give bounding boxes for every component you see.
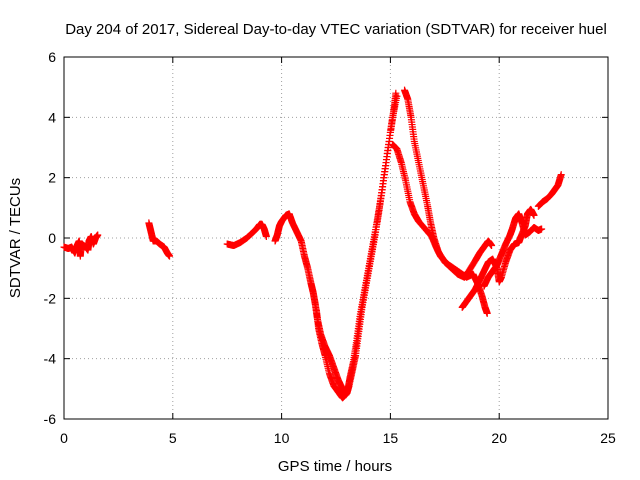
data-point — [483, 309, 491, 317]
x-tick-labels: 0 5 10 15 20 25 — [60, 430, 616, 446]
y-tick-label: -2 — [44, 290, 57, 306]
data-point — [166, 252, 174, 260]
y-axis-label: SDTVAR / TECUs — [7, 178, 24, 298]
y-tick-label: 4 — [48, 109, 56, 125]
x-tick-label: 0 — [60, 430, 68, 446]
y-tick-label: 6 — [48, 49, 56, 65]
y-tick-label: 0 — [48, 230, 56, 246]
chart-title: Day 204 of 2017, Sidereal Day-to-day VTE… — [65, 21, 607, 38]
data-point — [392, 89, 400, 97]
data-point — [530, 211, 538, 219]
data-point — [393, 92, 401, 100]
x-tick-label: 5 — [169, 430, 177, 446]
grid-lines — [64, 57, 608, 419]
data-point — [538, 225, 546, 233]
y-tick-label: -6 — [44, 411, 57, 427]
x-tick-label: 20 — [491, 430, 507, 446]
x-tick-label: 10 — [274, 430, 290, 446]
x-axis-label: GPS time / hours — [278, 458, 392, 475]
plot-frame — [63, 56, 609, 420]
y-tick-label: -4 — [44, 351, 57, 367]
x-tick-label: 25 — [600, 430, 616, 446]
data-point — [94, 231, 102, 239]
y-tick-label: 2 — [48, 170, 56, 186]
axes — [63, 56, 609, 420]
x-tick-label: 15 — [383, 430, 399, 446]
data-point — [488, 242, 496, 250]
data-point — [262, 232, 270, 240]
data-points — [60, 86, 565, 402]
data-point — [557, 171, 565, 179]
y-tick-labels: -6 -4 -2 0 2 4 6 — [44, 49, 57, 427]
